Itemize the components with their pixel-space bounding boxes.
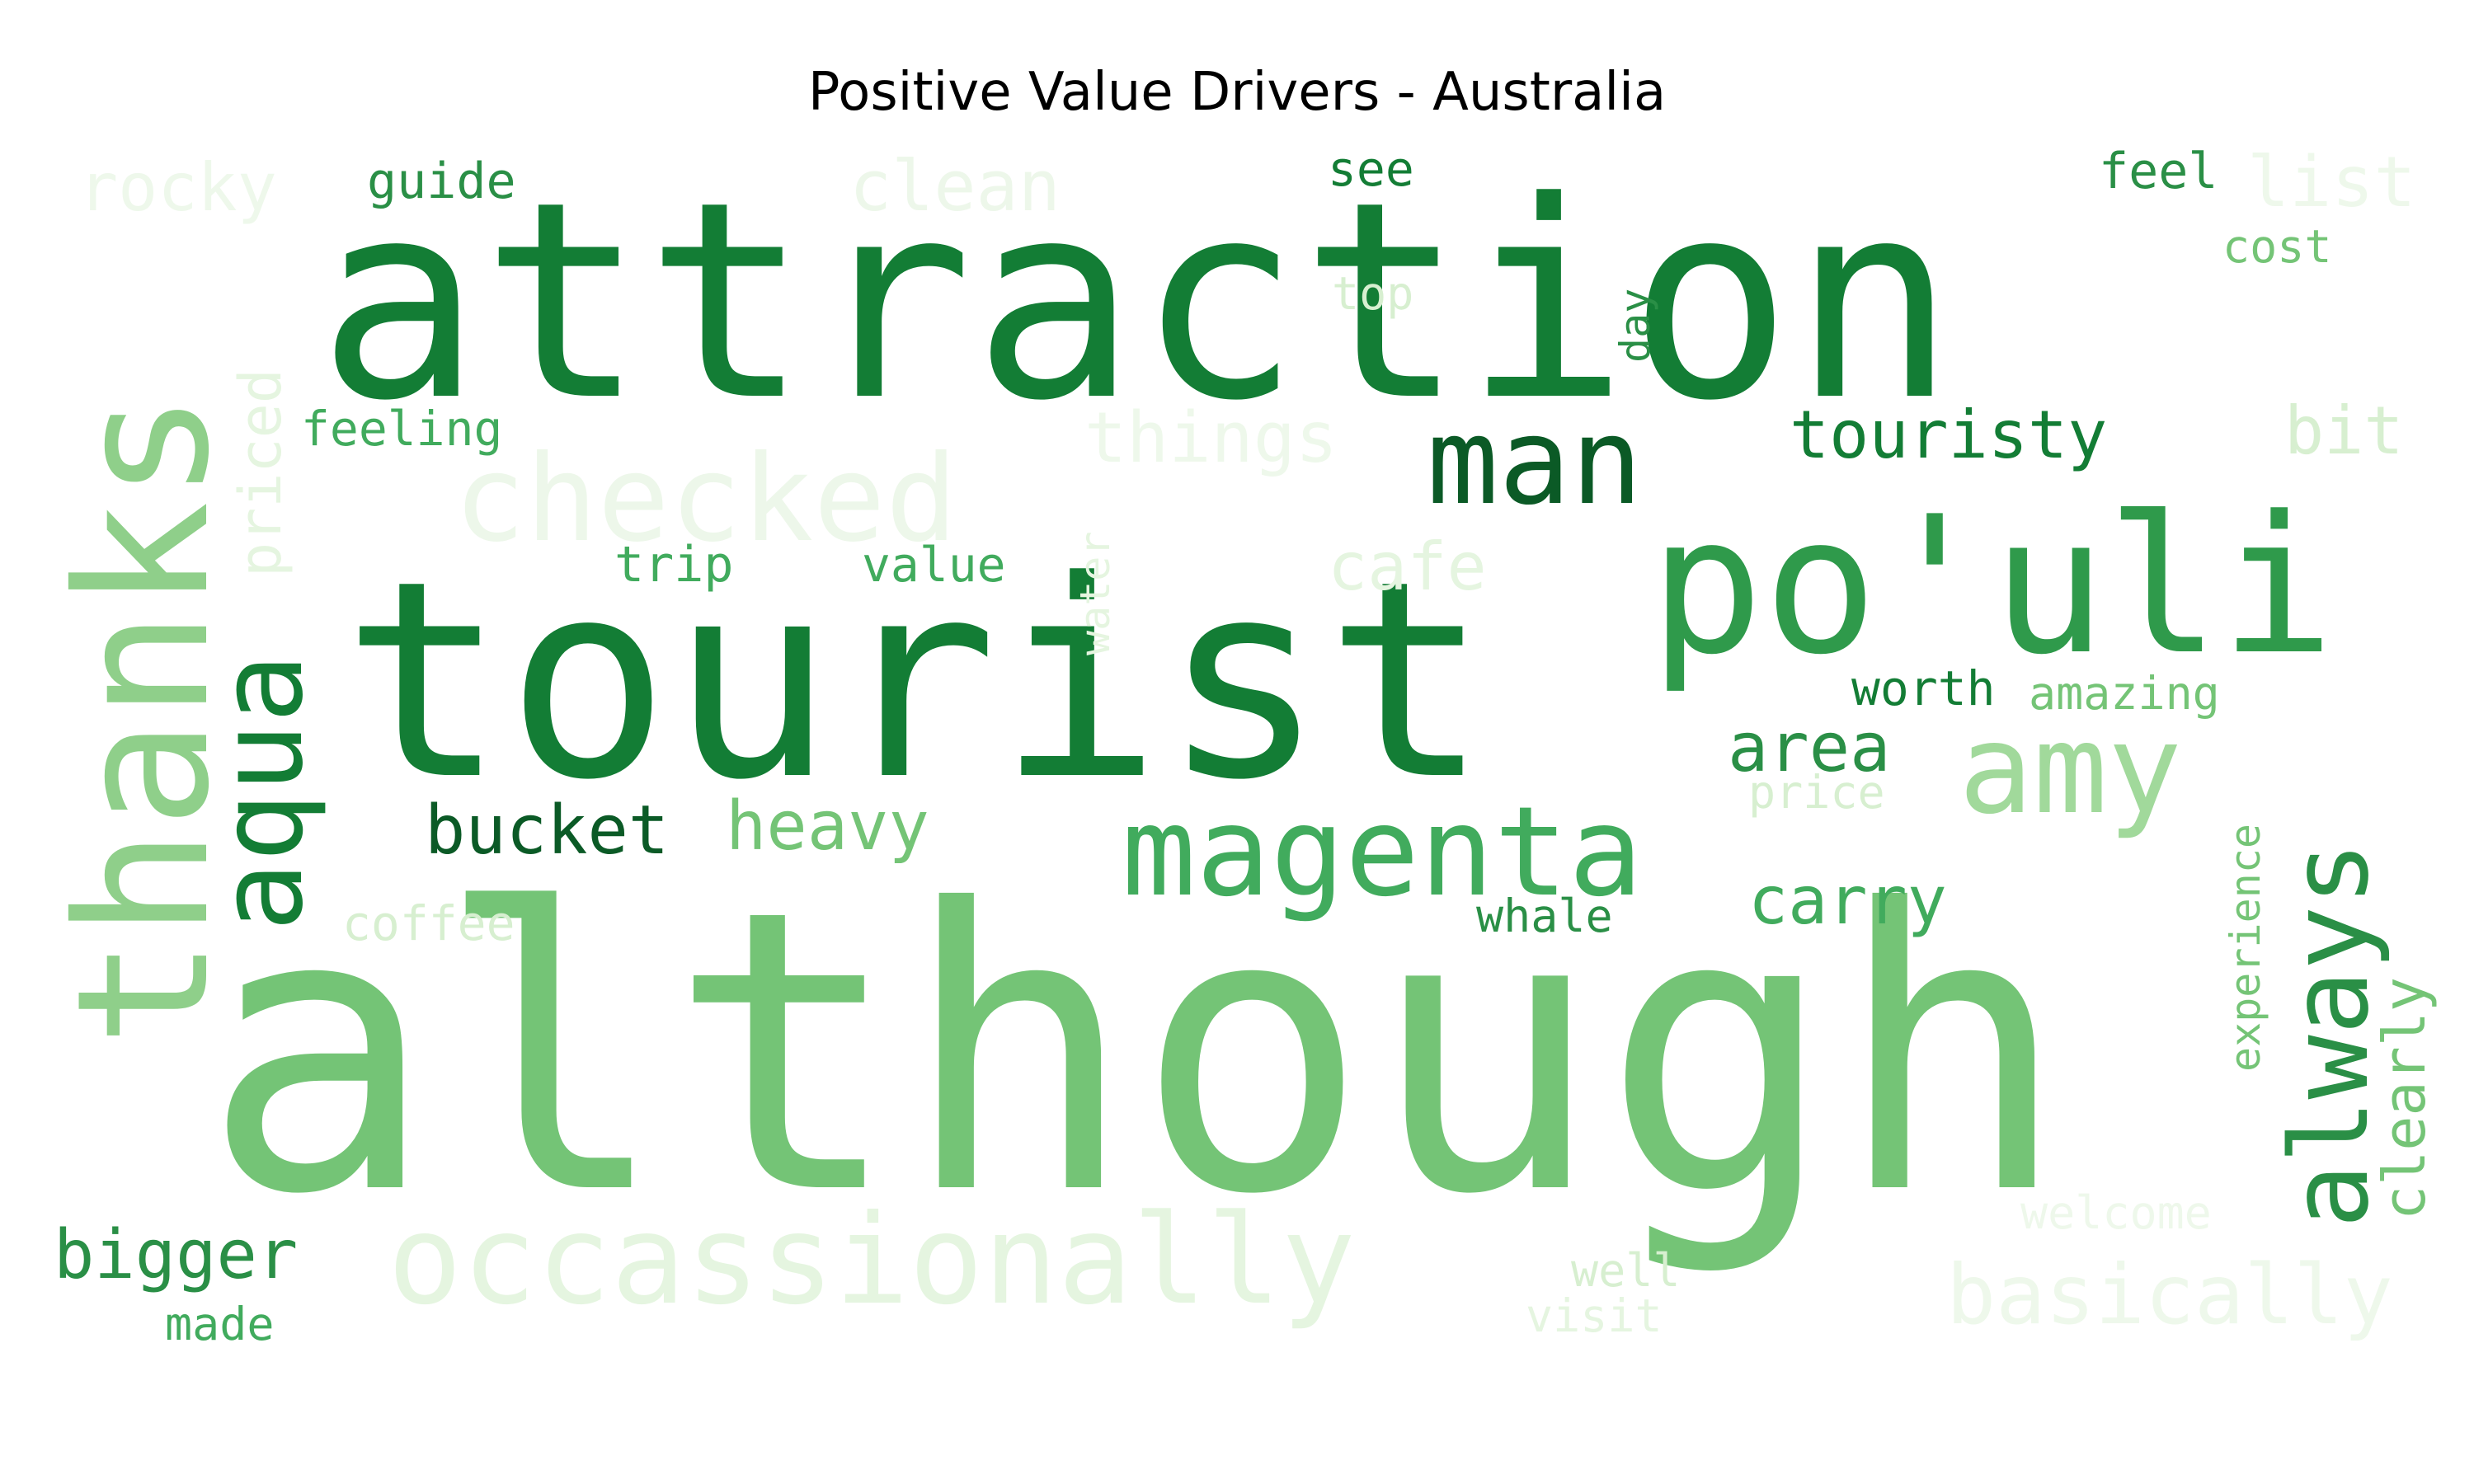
word-always: always [2267, 841, 2392, 1228]
word-rocky: rocky [78, 149, 277, 226]
word-thanks: thanks [38, 392, 249, 1047]
word-clearly: clearly [2371, 977, 2439, 1220]
word-top: top [1332, 267, 1413, 320]
word-clean: clean [849, 146, 1061, 228]
word-guide: guide [367, 153, 516, 210]
word-feeling: feeling [301, 401, 502, 457]
word-attraction: attraction [317, 143, 1956, 460]
word-price: price [1748, 766, 1885, 819]
word-basically: basically [1946, 1247, 2393, 1343]
word-made: made [165, 1298, 274, 1350]
word-trip: trip [614, 536, 734, 594]
word-priced: priced [227, 369, 294, 577]
word-well: well [1571, 1244, 1680, 1297]
word-worth: worth [1851, 660, 1996, 716]
word-bigger: bigger [54, 1216, 298, 1294]
word-although: although [202, 828, 2069, 1279]
word-cost: cost [2222, 220, 2331, 273]
word-things: things [1084, 397, 1338, 479]
word-carry: carry [1748, 862, 1947, 939]
word-checked: checked [454, 430, 957, 569]
word-water: water [1071, 531, 1119, 655]
word-amy: amy [1959, 698, 2182, 842]
word-coffee: coffee [342, 895, 515, 951]
word-experience: experience [2222, 824, 2269, 1072]
word-feel: feel [2099, 143, 2218, 200]
word-welcome: welcome [2020, 1186, 2212, 1239]
word-tourist: tourist [342, 523, 1489, 839]
word-heavy: heavy [726, 787, 929, 866]
word-touristy: touristy [1790, 397, 2107, 473]
word-magenta: magenta [1122, 781, 1643, 924]
word-whale: whale [1476, 890, 1613, 942]
word-pouli: po'uli [1649, 477, 2335, 697]
word-day: day [1611, 289, 1659, 363]
word-see: see [1328, 141, 1414, 197]
word-amazing: amazing [2029, 667, 2220, 720]
word-occassionally: occassionally [388, 1189, 1356, 1332]
word-aqua: aqua [195, 654, 329, 932]
word-value: value [862, 537, 1006, 593]
word-bucket: bucket [425, 791, 669, 870]
word-cafe: cafe [1328, 528, 1487, 605]
word-area: area [1728, 709, 1890, 787]
chart-title: Positive Value Drivers - Australia [807, 62, 1667, 123]
word-man: man [1427, 392, 1643, 532]
word-list: list [2247, 142, 2416, 223]
word-bit: bit [2284, 392, 2404, 469]
word-visit: visit [1526, 1289, 1663, 1342]
